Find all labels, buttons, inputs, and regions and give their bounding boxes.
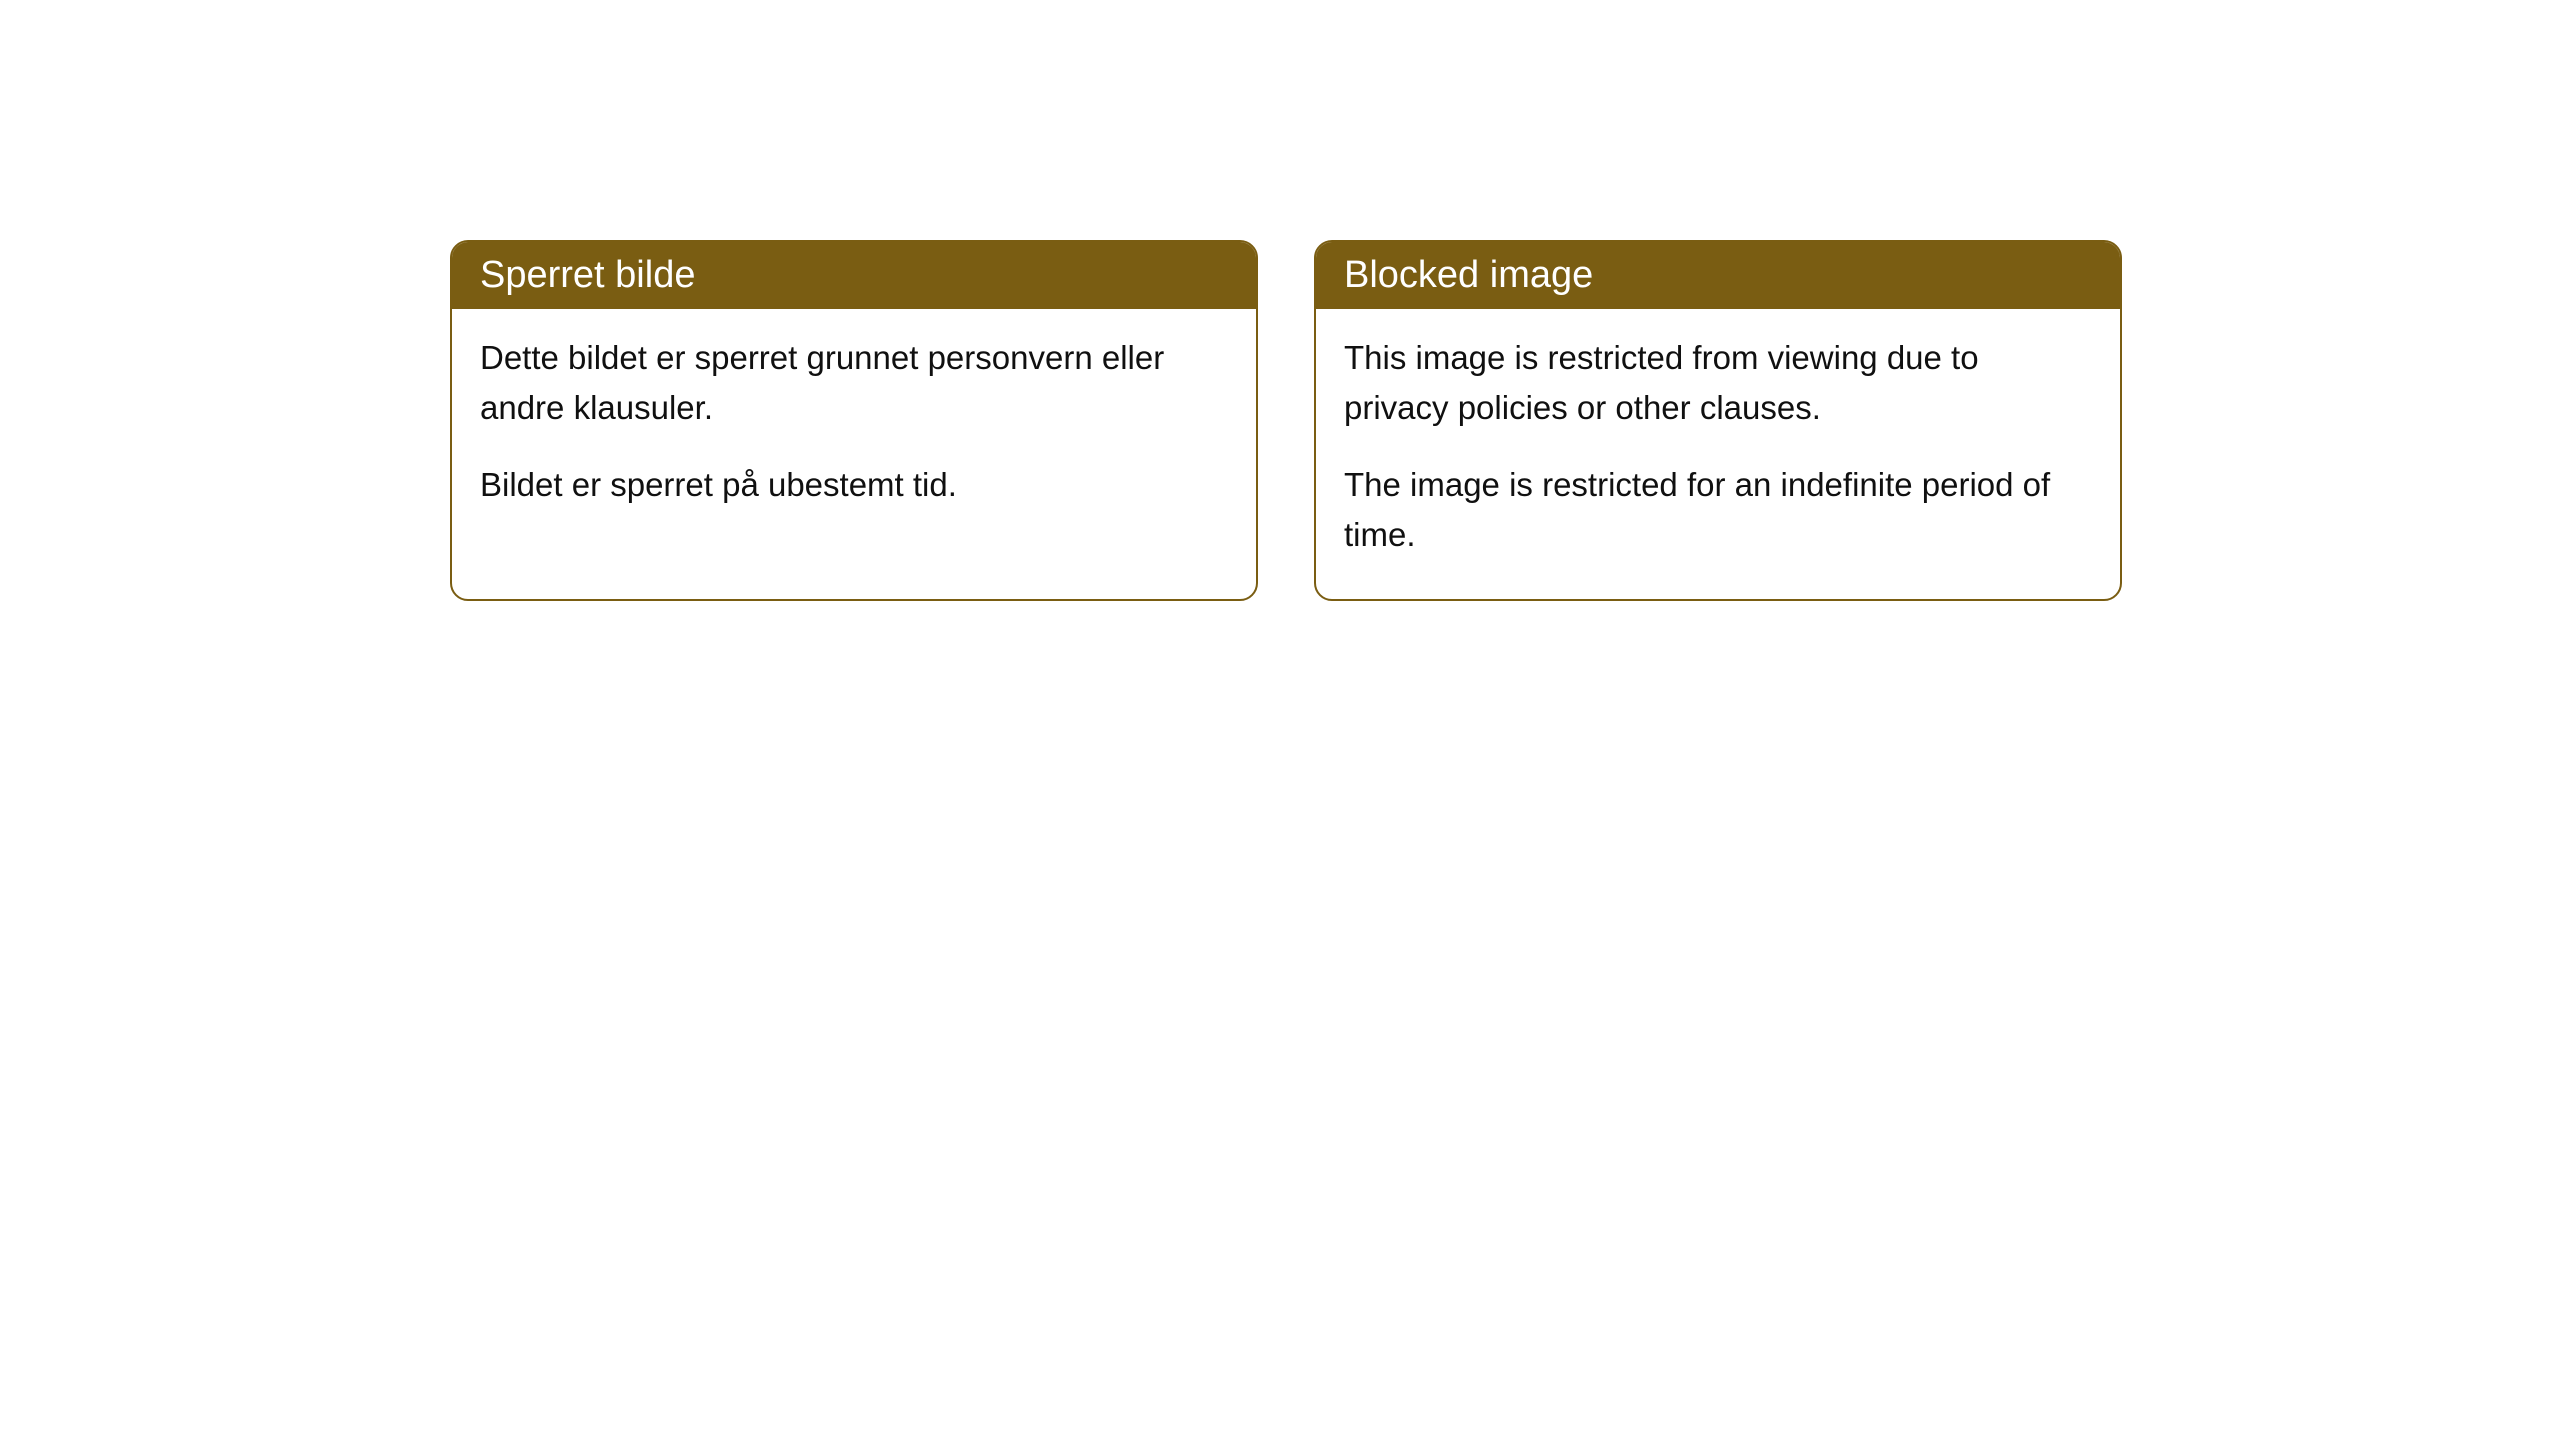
card-header-norwegian: Sperret bilde bbox=[452, 242, 1256, 309]
card-title: Sperret bilde bbox=[480, 254, 695, 296]
card-paragraph-2: The image is restricted for an indefinit… bbox=[1344, 460, 2092, 559]
card-title: Blocked image bbox=[1344, 254, 1593, 296]
card-body-norwegian: Dette bildet er sperret grunnet personve… bbox=[452, 309, 1256, 550]
card-english: Blocked image This image is restricted f… bbox=[1314, 240, 2122, 601]
card-paragraph-2: Bildet er sperret på ubestemt tid. bbox=[480, 460, 1228, 510]
card-body-english: This image is restricted from viewing du… bbox=[1316, 309, 2120, 599]
card-paragraph-1: This image is restricted from viewing du… bbox=[1344, 333, 2092, 432]
card-header-english: Blocked image bbox=[1316, 242, 2120, 309]
cards-container: Sperret bilde Dette bildet er sperret gr… bbox=[450, 240, 2122, 601]
card-norwegian: Sperret bilde Dette bildet er sperret gr… bbox=[450, 240, 1258, 601]
card-paragraph-1: Dette bildet er sperret grunnet personve… bbox=[480, 333, 1228, 432]
